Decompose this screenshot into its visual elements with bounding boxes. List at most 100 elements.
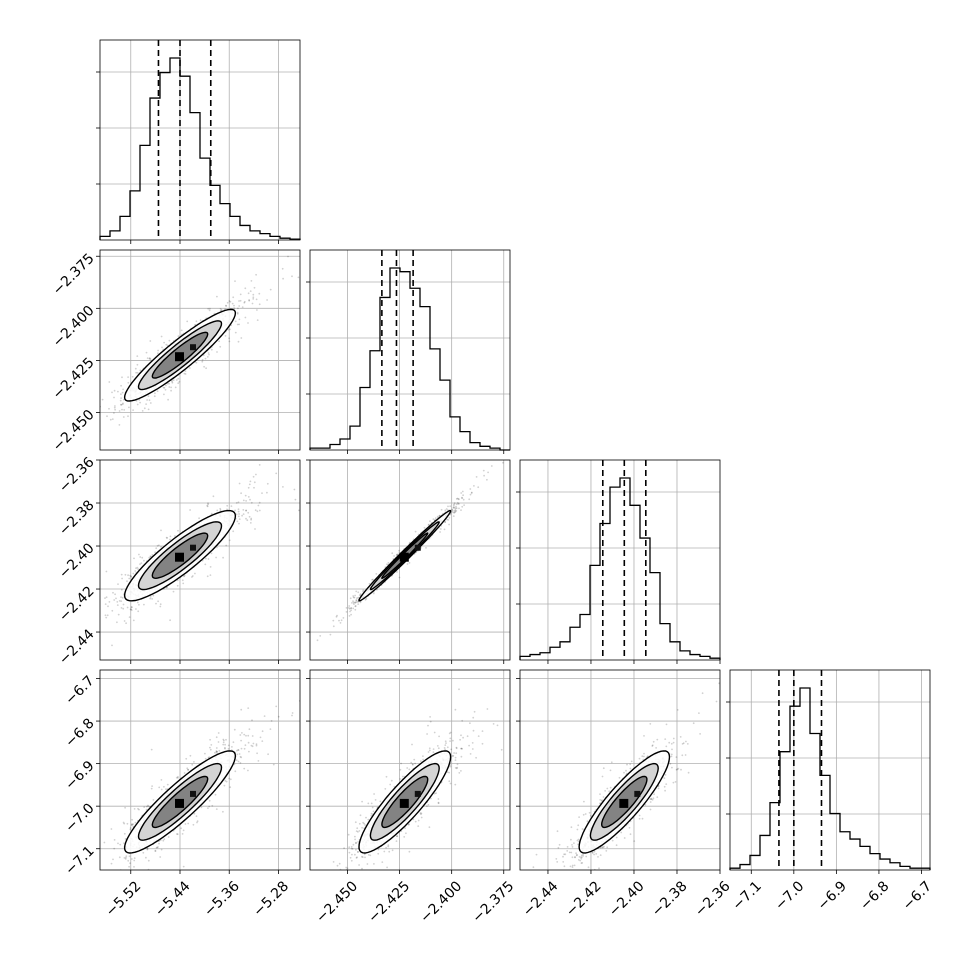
sample-point [238, 482, 241, 485]
sample-point [247, 292, 250, 295]
sample-point [110, 862, 113, 865]
sample-point [189, 754, 192, 757]
sample-point [135, 371, 138, 374]
sample-point [355, 857, 358, 859]
sample-point [368, 582, 371, 585]
sample-point [176, 833, 178, 835]
sample-point [229, 328, 231, 331]
sample-point [272, 763, 275, 766]
sample-point [208, 799, 211, 802]
sample-point [239, 299, 242, 302]
sample-point [294, 498, 297, 501]
sample-point [452, 515, 455, 517]
sample-point [349, 610, 351, 613]
sample-point [139, 563, 141, 565]
sample-point [451, 510, 454, 513]
sample-point [171, 380, 174, 383]
sample-point [130, 609, 133, 611]
sample-point [139, 401, 142, 404]
sample-point [59, 885, 61, 887]
sample-point [243, 300, 246, 303]
sample-point [114, 593, 116, 596]
sample-point [200, 806, 203, 809]
sample-point [160, 788, 163, 791]
sample-point [395, 554, 398, 557]
sample-point [215, 750, 218, 753]
sample-point [357, 603, 360, 605]
sample-point [359, 593, 362, 595]
sample-point [255, 743, 258, 746]
sample-point [269, 728, 272, 730]
sample-point [250, 280, 253, 282]
sample-point [352, 607, 355, 610]
sample-point [460, 770, 462, 772]
sample-point [355, 841, 357, 844]
histogram-step-2 [519, 477, 721, 660]
sample-point [458, 688, 460, 691]
sample-point [319, 635, 322, 637]
sample-point [159, 856, 162, 858]
sample-point [379, 800, 382, 803]
sample-point [232, 741, 235, 744]
sample-point [487, 471, 489, 474]
sample-point [136, 363, 139, 366]
sample-point [122, 388, 124, 391]
sample-point [342, 617, 345, 619]
sample-point [252, 296, 255, 299]
sample-point [172, 379, 175, 381]
sample-point [116, 601, 119, 603]
sample-point [266, 491, 268, 494]
sample-point [178, 380, 181, 383]
sample-point [149, 402, 152, 404]
sample-point [227, 748, 230, 750]
sample-point [143, 806, 146, 808]
histogram-step-1 [309, 267, 510, 451]
sample-point [147, 805, 150, 808]
sample-point [236, 520, 239, 523]
sample-point [369, 854, 372, 857]
sample-point [335, 615, 338, 618]
sample-point [486, 708, 489, 710]
sample-point [251, 735, 254, 737]
sample-point [136, 601, 139, 604]
scatter-panel-0-3 [59, 669, 301, 887]
sample-point [120, 596, 122, 598]
sample-point [357, 591, 360, 594]
sample-point [237, 515, 240, 518]
sample-point [111, 391, 113, 394]
sample-point [354, 601, 357, 604]
sample-point [398, 576, 401, 579]
sample-point [236, 323, 239, 326]
sample-point [229, 786, 232, 789]
sample-point [350, 607, 352, 610]
sample-point [458, 498, 460, 501]
sample-point [208, 805, 211, 808]
sample-point [247, 741, 250, 744]
sample-point [235, 759, 238, 761]
sample-point [499, 457, 501, 459]
sample-point [148, 357, 151, 359]
sample-point [209, 746, 211, 749]
density-peak [190, 790, 196, 797]
sample-point [165, 788, 167, 790]
sample-point [448, 771, 450, 774]
sample-point [277, 715, 280, 718]
sample-point [355, 848, 357, 851]
sample-point [133, 866, 135, 868]
sample-point [353, 596, 356, 599]
scatter-panel-1-3 [306, 669, 511, 874]
sample-point [121, 577, 123, 580]
sample-point [118, 410, 121, 412]
sample-point [77, 442, 79, 444]
sample-point [240, 756, 243, 759]
sample-point [454, 708, 457, 711]
sample-point [216, 750, 219, 753]
sample-point [161, 346, 163, 349]
sample-point [150, 748, 153, 751]
sample-point [93, 885, 95, 887]
sample-point [147, 859, 150, 862]
sample-point [227, 744, 230, 747]
sample-point [216, 546, 218, 549]
sample-point [120, 573, 123, 576]
sample-point [98, 604, 100, 606]
